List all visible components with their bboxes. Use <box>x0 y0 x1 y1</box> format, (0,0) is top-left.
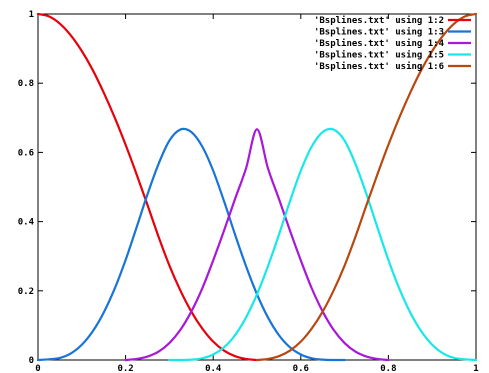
y-tick-label: 0.4 <box>18 218 35 228</box>
x-tick-labels: 0 0.2 0.4 0.6 0.8 1 <box>35 364 478 373</box>
series-line-4 <box>168 127 478 362</box>
legend-label-1: 'Bsplines.txt' using 1:2 <box>314 15 444 26</box>
legend-label-3: 'Bsplines.txt' using 1:4 <box>314 38 445 49</box>
x-tick-label: 0 <box>35 364 40 373</box>
x-tick-label: 0.2 <box>117 364 133 373</box>
y-tick-label: 0.6 <box>18 148 34 158</box>
y-tick-label: 1 <box>29 10 34 20</box>
y-tick-label: 0.8 <box>18 79 34 89</box>
series-line-2 <box>36 127 346 362</box>
legend-label-4: 'Bsplines.txt' using 1:5 <box>314 50 444 61</box>
x-tick-label: 1 <box>473 364 478 373</box>
series-line-3 <box>124 128 390 362</box>
series-line-5 <box>255 12 478 362</box>
y-tick-labels: 0 0.2 0.4 0.6 0.8 1 <box>18 10 35 366</box>
legend-label-5: 'Bsplines.txt' using 1:6 <box>314 61 444 72</box>
series-layer <box>36 12 478 362</box>
x-tick-label: 0.8 <box>380 364 396 373</box>
legend-label-2: 'Bsplines.txt' using 1:3 <box>314 27 444 38</box>
legend: 'Bsplines.txt' using 1:2'Bsplines.txt' u… <box>314 15 471 72</box>
x-tick-label: 0.4 <box>205 364 222 373</box>
y-tick-label: 0 <box>29 356 34 366</box>
series-line-1 <box>36 12 259 362</box>
x-tick-label: 0.6 <box>293 364 309 373</box>
y-tick-label: 0.2 <box>18 287 34 297</box>
